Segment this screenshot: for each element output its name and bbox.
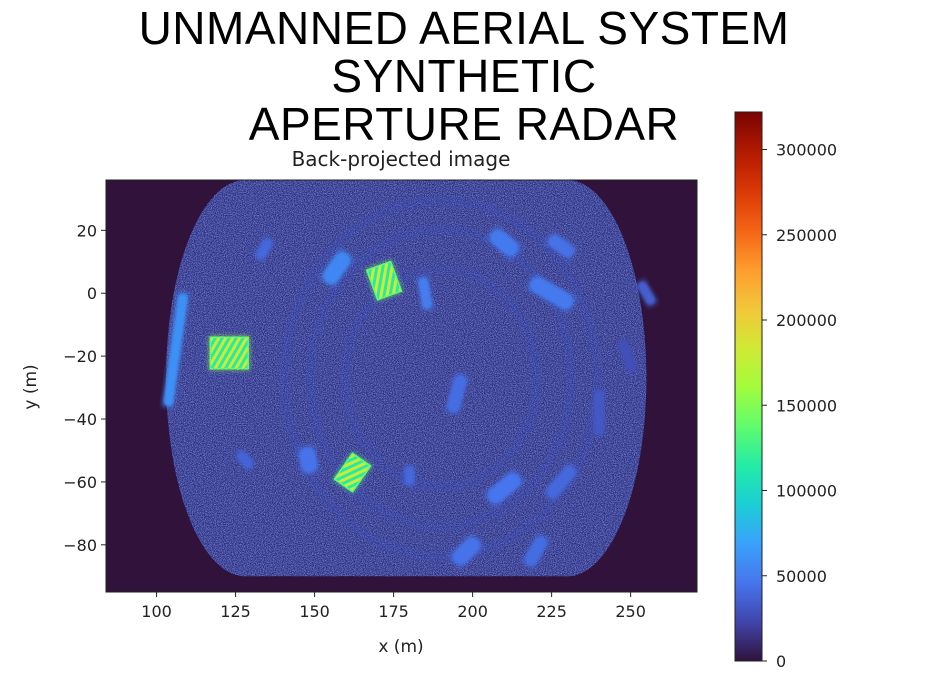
blob-7: [252, 235, 276, 263]
colorbar-tick-label: 100000: [776, 482, 837, 501]
x-tick-label: 175: [378, 602, 409, 621]
y-tick-label: −20: [63, 347, 97, 366]
x-tick-label: 150: [299, 602, 330, 621]
y-axis: 20 0 −20 −40 −60 −80: [63, 221, 106, 555]
y-axis-label: y (m): [21, 364, 41, 409]
blob-5: [525, 272, 578, 314]
blob-17: [615, 338, 640, 375]
blob-3: [485, 225, 523, 261]
blob-12: [483, 468, 526, 508]
blob-13: [542, 461, 580, 503]
colorbar: [734, 111, 763, 662]
colorbar-tick-label: 150000: [776, 396, 837, 415]
arc-band: [340, 264, 542, 493]
colorbar-tick-label: 250000: [776, 226, 837, 245]
blob-1: [318, 247, 355, 289]
target-bottom: [332, 451, 373, 494]
colorbar-tick-label: 0: [776, 652, 786, 671]
target-left: [208, 335, 251, 371]
x-tick-label: 100: [141, 602, 172, 621]
plot-frame: [105, 179, 698, 593]
y-tick-label: −80: [63, 536, 97, 555]
y-tick-label: −60: [63, 473, 97, 492]
colorbar-axis: 0 50000 100000 150000 200000 250000 300000: [762, 141, 837, 671]
chart-title: Back-projected image: [292, 147, 511, 171]
colorbar-tick-label: 300000: [776, 141, 837, 160]
left-arc: [161, 291, 190, 409]
blob-15: [520, 532, 551, 570]
colorbar-tick-label: 50000: [776, 567, 827, 586]
blob-2: [415, 275, 435, 312]
blob-8: [444, 372, 470, 416]
blob-4: [544, 231, 578, 261]
x-tick-label: 250: [615, 602, 646, 621]
x-tick-label: 225: [536, 602, 567, 621]
colorbar-tick-label: 200000: [776, 311, 837, 330]
page-title-line-2: APERTURE RADAR: [248, 98, 680, 150]
page-title-line-1: UNMANNED AERIAL SYSTEM SYNTHETIC: [138, 2, 790, 102]
heatmap-layer: [161, 180, 659, 577]
x-tick-label: 200: [457, 602, 488, 621]
arc-band: [279, 194, 603, 562]
x-axis-label: x (m): [378, 637, 423, 657]
speckle-noise: [166, 180, 647, 577]
y-tick-label: 20: [77, 221, 97, 240]
y-tick-label: −40: [63, 410, 97, 429]
x-tick-label: 125: [220, 602, 251, 621]
target-top: [365, 259, 404, 302]
blob-11: [402, 464, 417, 488]
blob-16: [233, 448, 257, 472]
arc-band: [305, 224, 577, 532]
blob-9: [592, 388, 606, 437]
y-tick-label: 0: [87, 284, 97, 303]
page-title: UNMANNED AERIAL SYSTEM SYNTHETIC APERTUR…: [0, 4, 928, 148]
blob-6: [634, 278, 659, 309]
blob-10: [296, 444, 321, 476]
blob-14: [447, 532, 485, 570]
x-axis: 100 125 150 175 200 225 250: [141, 592, 646, 621]
